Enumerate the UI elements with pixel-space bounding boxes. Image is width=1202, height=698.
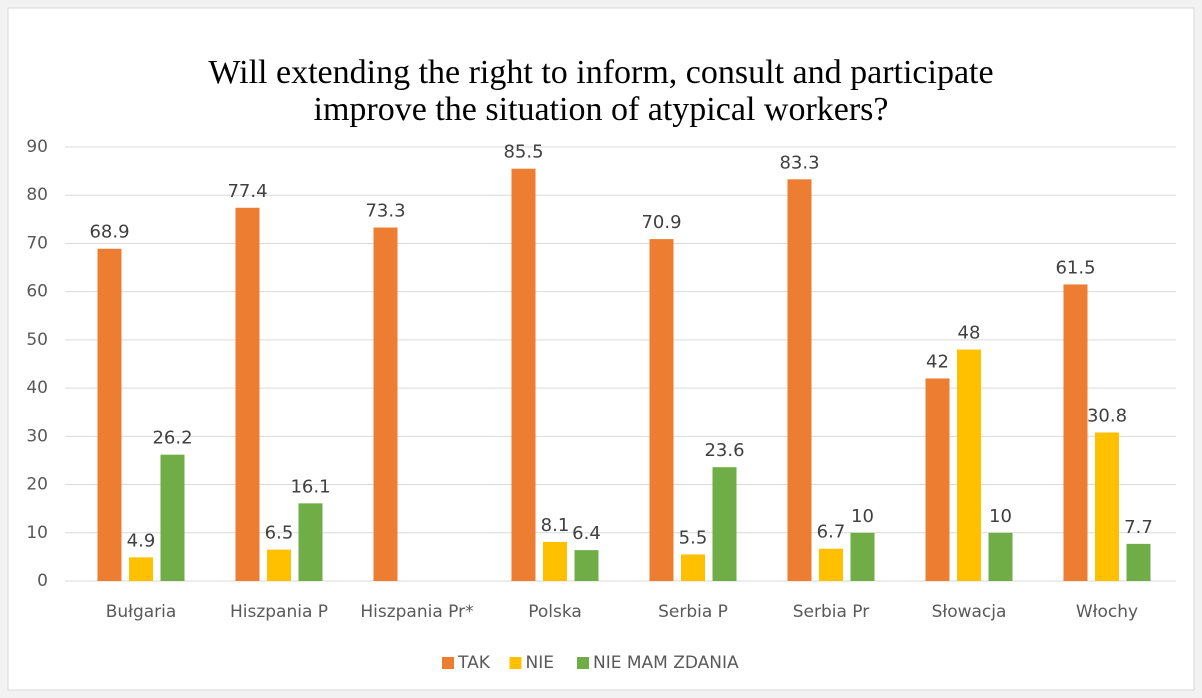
bar bbox=[819, 548, 843, 581]
data-label: 42 bbox=[926, 351, 949, 372]
data-label: 73.3 bbox=[365, 201, 405, 222]
data-label: 8.1 bbox=[541, 515, 570, 536]
bar bbox=[267, 549, 291, 581]
data-label: 26.2 bbox=[152, 428, 192, 449]
data-label: 68.9 bbox=[89, 222, 129, 243]
x-tick-label: Słowacja bbox=[932, 602, 1007, 622]
data-label: 77.4 bbox=[227, 181, 267, 202]
bar bbox=[97, 248, 122, 581]
x-tick-label: Hiszpania P bbox=[230, 602, 328, 622]
y-tick-label: 80 bbox=[26, 185, 48, 205]
y-tick-label: 70 bbox=[26, 233, 48, 253]
bar bbox=[298, 503, 323, 581]
bar bbox=[925, 378, 950, 581]
data-label: 10 bbox=[851, 506, 874, 527]
data-label: 23.6 bbox=[704, 440, 744, 461]
chart-title: improve the situation of atypical worker… bbox=[314, 91, 889, 128]
bar bbox=[681, 554, 705, 581]
bar bbox=[160, 454, 185, 581]
data-label: 61.5 bbox=[1055, 257, 1095, 278]
bar bbox=[850, 532, 875, 581]
bar bbox=[1063, 284, 1088, 581]
y-tick-label: 30 bbox=[26, 426, 48, 446]
x-tick-label: Hiszpania Pr* bbox=[360, 602, 473, 622]
data-label: 48 bbox=[958, 323, 981, 344]
legend-swatch bbox=[442, 657, 454, 669]
bar bbox=[712, 467, 737, 581]
bar bbox=[511, 168, 536, 581]
data-label: 7.7 bbox=[1124, 517, 1153, 538]
legend-label: NIE bbox=[526, 653, 554, 673]
y-tick-label: 20 bbox=[26, 475, 48, 495]
bar bbox=[988, 532, 1013, 581]
chart-title: Will extending the right to inform, cons… bbox=[208, 54, 993, 91]
bar bbox=[649, 239, 674, 582]
data-label: 6.5 bbox=[265, 523, 294, 544]
data-label: 30.8 bbox=[1087, 405, 1127, 426]
data-label: 85.5 bbox=[503, 142, 543, 163]
x-tick-label: Serbia P bbox=[658, 602, 728, 622]
data-label: 70.9 bbox=[641, 212, 681, 233]
x-tick-label: Serbia Pr bbox=[793, 602, 870, 622]
bar bbox=[543, 541, 567, 581]
data-label: 5.5 bbox=[679, 527, 708, 548]
y-tick-label: 10 bbox=[26, 523, 48, 543]
x-tick-label: Polska bbox=[528, 602, 582, 622]
bar bbox=[574, 550, 599, 581]
data-label: 6.7 bbox=[817, 522, 846, 543]
y-tick-label: 0 bbox=[37, 571, 48, 591]
bar bbox=[235, 207, 260, 581]
data-label: 83.3 bbox=[779, 152, 819, 173]
bar bbox=[373, 227, 398, 581]
legend-swatch bbox=[509, 657, 522, 669]
legend-label: NIE MAM ZDANIA bbox=[593, 653, 739, 673]
data-label: 16.1 bbox=[290, 476, 330, 497]
y-tick-label: 50 bbox=[26, 330, 48, 350]
y-tick-label: 90 bbox=[26, 137, 48, 157]
bar bbox=[1126, 543, 1151, 581]
bar bbox=[787, 179, 812, 581]
bar bbox=[957, 349, 981, 581]
x-tick-label: Włochy bbox=[1076, 602, 1138, 622]
bar bbox=[1095, 432, 1119, 581]
bar bbox=[129, 557, 153, 581]
legend-swatch bbox=[577, 657, 589, 669]
legend-label: TAK bbox=[457, 653, 491, 673]
y-tick-label: 40 bbox=[26, 378, 48, 398]
data-label: 4.9 bbox=[127, 530, 156, 551]
data-label: 6.4 bbox=[572, 523, 601, 544]
y-tick-label: 60 bbox=[26, 282, 48, 302]
x-tick-label: Bułgaria bbox=[106, 602, 177, 622]
data-label: 10 bbox=[989, 506, 1012, 527]
